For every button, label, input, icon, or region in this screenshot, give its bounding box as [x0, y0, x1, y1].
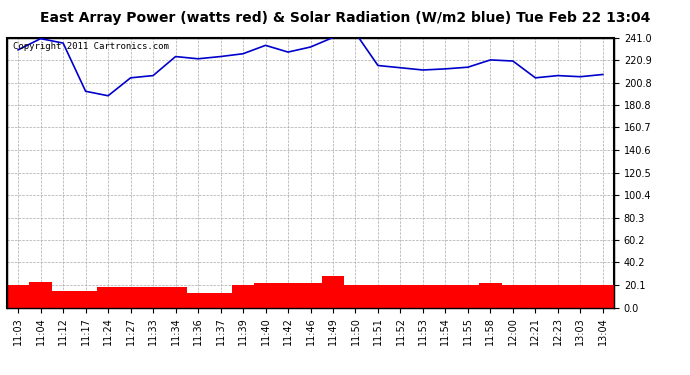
- Bar: [97, 287, 119, 308]
- Bar: [546, 285, 569, 308]
- Bar: [119, 287, 142, 308]
- Text: East Array Power (watts red) & Solar Radiation (W/m2 blue) Tue Feb 22 13:04: East Array Power (watts red) & Solar Rad…: [40, 11, 650, 25]
- Bar: [299, 283, 322, 308]
- Bar: [434, 285, 457, 308]
- Bar: [7, 38, 614, 308]
- Bar: [412, 285, 434, 308]
- Bar: [389, 285, 412, 308]
- Bar: [502, 285, 524, 308]
- Bar: [52, 291, 75, 308]
- Bar: [75, 291, 97, 308]
- Bar: [30, 282, 52, 308]
- Bar: [277, 284, 299, 308]
- Bar: [164, 287, 187, 308]
- Bar: [591, 285, 614, 308]
- Bar: [524, 285, 546, 308]
- Bar: [187, 293, 209, 308]
- Bar: [344, 285, 366, 308]
- Bar: [209, 293, 232, 308]
- Bar: [569, 285, 591, 308]
- Bar: [255, 284, 277, 308]
- Bar: [366, 285, 389, 308]
- Bar: [142, 287, 164, 308]
- Bar: [457, 285, 479, 308]
- Bar: [479, 283, 502, 308]
- Bar: [232, 285, 255, 308]
- Text: Copyright 2011 Cartronics.com: Copyright 2011 Cartronics.com: [13, 42, 169, 51]
- Bar: [7, 285, 30, 308]
- Bar: [322, 276, 344, 308]
